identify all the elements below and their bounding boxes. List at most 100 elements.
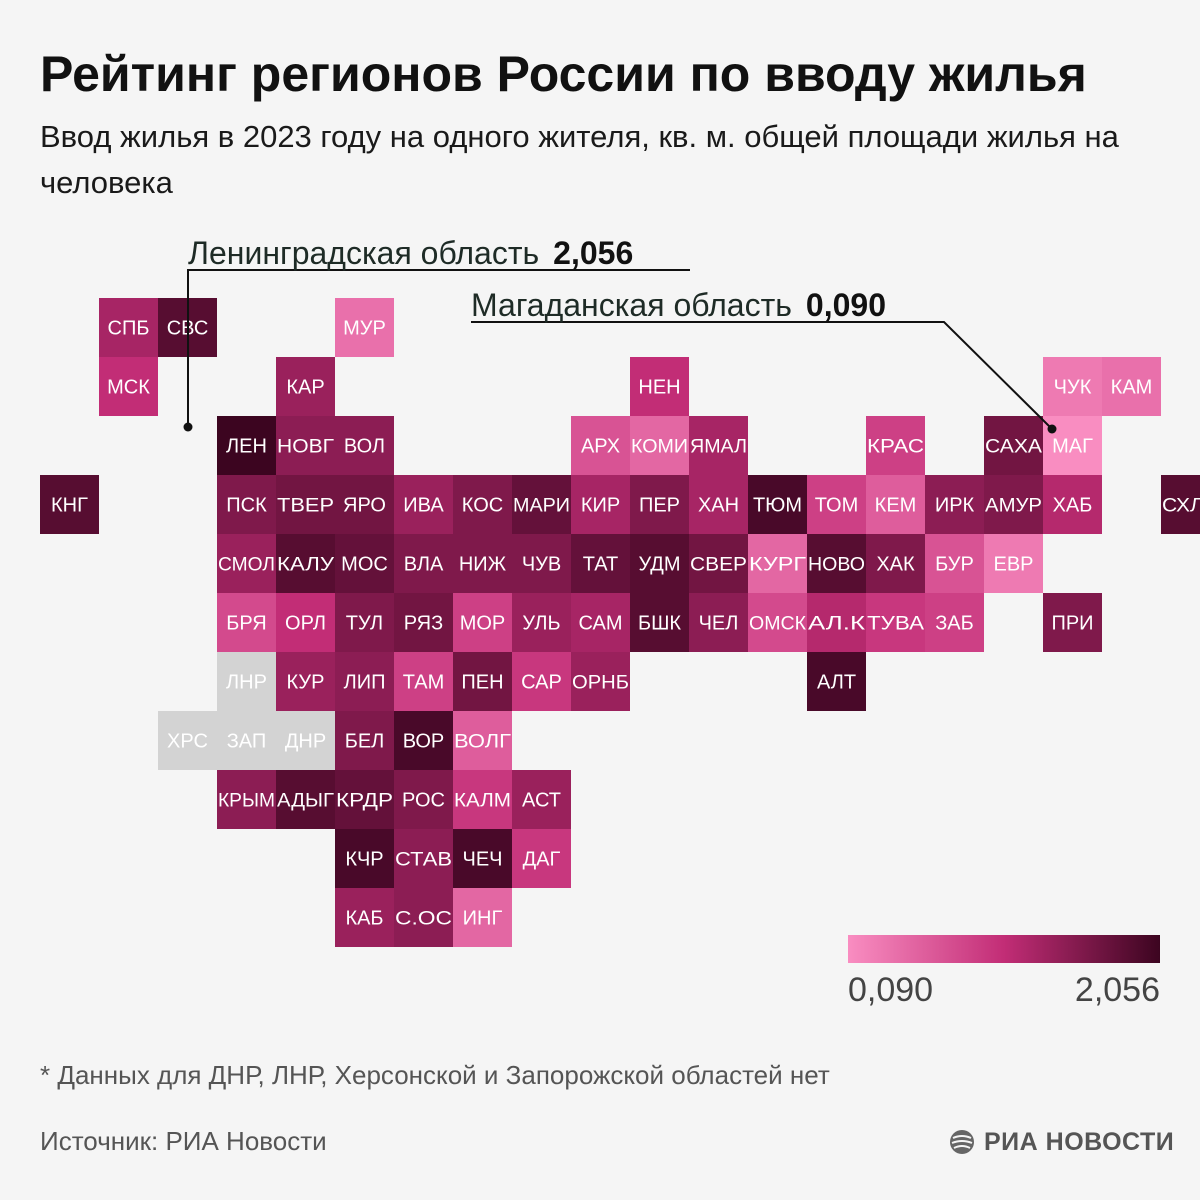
region-tile-label: КРЫМ: [218, 791, 275, 812]
region-tile-label: НОВО: [808, 555, 865, 576]
region-tile: СТАВ: [394, 829, 453, 888]
region-tile: РОС: [394, 770, 453, 829]
region-tile-label: КРДР: [336, 791, 393, 812]
region-tile-bg: [217, 416, 276, 475]
region-tile-label: ИВА: [403, 495, 444, 517]
region-tile-label: КЧР: [345, 849, 383, 871]
region-tile-label: САР: [521, 672, 562, 694]
region-tile-bg: [335, 829, 394, 888]
region-tile: АЛТ: [807, 652, 866, 711]
region-tile-label: АМУР: [985, 496, 1042, 517]
region-tile-label: БЕЛ: [345, 731, 385, 753]
region-tile-bg: [276, 475, 335, 534]
region-tile: ХАК: [866, 534, 925, 593]
region-tile-label: АЛТ: [817, 672, 856, 694]
region-tile-bg: [512, 475, 571, 534]
region-tile-bg: [394, 888, 453, 947]
region-tile-label: МАРИ: [513, 496, 570, 517]
region-tile-bg: [335, 770, 394, 829]
region-tile-bg: [630, 593, 689, 652]
region-tile-label: КИР: [581, 495, 620, 517]
region-tile-label: ХАН: [698, 495, 739, 517]
legend-max-label: 2,056: [1074, 971, 1160, 1009]
region-tile: УДМ: [630, 534, 689, 593]
region-tile: БУР: [925, 534, 984, 593]
region-tile-bg: [689, 416, 748, 475]
region-tile-label: ВЛА: [404, 554, 444, 576]
callout-max-region: Ленинградская область: [188, 235, 540, 271]
region-tile: ЕВР: [984, 534, 1043, 593]
region-tile-label: АЛ.К: [808, 614, 865, 635]
region-tile-bg: [394, 770, 453, 829]
region-tile: КОМИ: [630, 416, 689, 475]
region-tile: ДАГ: [512, 829, 571, 888]
region-tile-bg: [866, 475, 925, 534]
ria-logo-text: РИА НОВОСТИ: [984, 1127, 1175, 1156]
region-tile: КУРГ: [748, 534, 807, 593]
region-tile-label: АСТ: [522, 790, 561, 812]
region-tile-label: КНГ: [51, 495, 88, 517]
region-tile-bg: [335, 416, 394, 475]
region-tile: ЗАП: [217, 711, 276, 770]
region-tile-bg: [335, 652, 394, 711]
region-tile-label: СТАВ: [395, 850, 452, 871]
region-tile-label: ОРНБ: [572, 673, 629, 694]
region-tile-label: КЕМ: [875, 495, 917, 517]
legend-min-label: 0,090: [848, 971, 934, 1009]
region-tile: ТУВА: [866, 593, 925, 652]
region-tile-bg: [984, 534, 1043, 593]
region-tile: СХЛН: [1161, 475, 1200, 534]
region-tile: МОС: [335, 534, 394, 593]
region-tile-label: ЧУВ: [522, 554, 561, 576]
region-tile-label: ТУВА: [867, 614, 924, 635]
region-tile-label: ВОЛГ: [454, 732, 511, 753]
region-tile-label: КАЛУ: [277, 555, 335, 576]
region-tile-bg: [217, 770, 276, 829]
region-tile-bg: [99, 298, 158, 357]
region-tile: ЛЕН: [217, 416, 276, 475]
region-tile-label: УЛЬ: [522, 613, 560, 635]
region-tile-bg: [630, 416, 689, 475]
region-tile-label: САМ: [578, 613, 622, 635]
region-tile-label: ЗАП: [227, 731, 267, 753]
region-tile-label: ИНГ: [463, 908, 503, 930]
region-tile: САР: [512, 652, 571, 711]
region-tile: ПЕН: [453, 652, 512, 711]
region-tile: ХАБ: [1043, 475, 1102, 534]
region-tile-label: ВОР: [403, 731, 445, 753]
region-tile-bg: [453, 652, 512, 711]
region-tile-label: ДАГ: [523, 849, 561, 871]
region-tile-label: ВОЛ: [344, 436, 385, 458]
region-tile-label: ЛИП: [344, 672, 386, 694]
region-tile-label: КАМ: [1111, 377, 1153, 399]
region-tile: НОВГ: [276, 416, 335, 475]
region-tile: КАЛМ: [453, 770, 512, 829]
region-tile-bg: [394, 475, 453, 534]
region-tile-bg: [807, 652, 866, 711]
region-tile-bg: [158, 711, 217, 770]
region-tile-bg: [512, 770, 571, 829]
region-tile: АСТ: [512, 770, 571, 829]
region-tile: ПСК: [217, 475, 276, 534]
region-tile-bg: [807, 534, 866, 593]
region-tile-bg: [748, 534, 807, 593]
region-tile: СМОЛ: [217, 534, 276, 593]
callout-max-leader: [187, 269, 690, 427]
region-tile-label: СХЛН: [1162, 496, 1200, 517]
region-tile-bg: [276, 770, 335, 829]
region-tile: НИЖ: [453, 534, 512, 593]
region-tile: КАЛУ: [276, 534, 335, 593]
region-tile-label: ТАМ: [403, 672, 445, 694]
region-tile-bg: [217, 593, 276, 652]
region-tile-bg: [571, 652, 630, 711]
region-tile-bg: [276, 357, 335, 416]
region-tile: ТЮМ: [748, 475, 807, 534]
region-tile: САХА: [984, 416, 1043, 475]
region-tile-bg: [217, 475, 276, 534]
region-tile: ТУЛ: [335, 593, 394, 652]
region-tile-label: КУР: [287, 672, 325, 694]
region-tile-bg: [512, 652, 571, 711]
region-tile: ИРК: [925, 475, 984, 534]
region-tile: ЛНР: [217, 652, 276, 711]
